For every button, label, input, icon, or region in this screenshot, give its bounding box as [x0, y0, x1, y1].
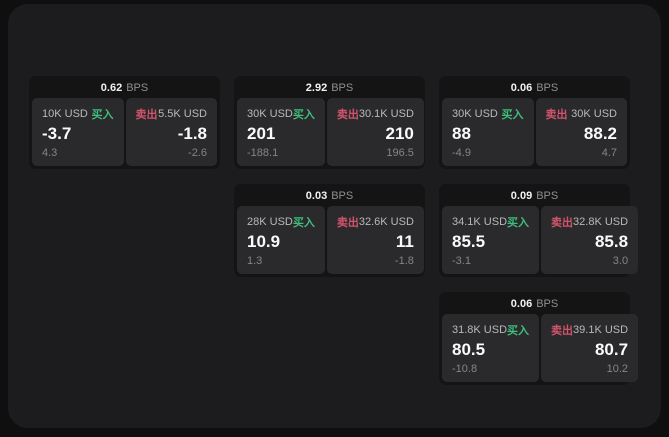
sell-side-label: 卖出	[551, 325, 574, 337]
buy-amount-label: 28K USD	[247, 216, 293, 228]
sell-amount-label: 30.1K USD	[358, 108, 414, 120]
bps-header: 0.09 BPS	[439, 184, 630, 206]
buy-quote-button[interactable]: 30K USD 买入 201 -188.1	[237, 98, 325, 166]
sell-change-value: 4.7	[601, 147, 617, 159]
quote-panels: 34.1K USD 买入 85.5 -3.1 卖出 32.8K USD 85.8…	[439, 206, 639, 277]
buy-side-label: 买入	[292, 109, 315, 121]
buy-change-value: 1.3	[247, 255, 263, 267]
sell-quote-button[interactable]: 卖出 5.5K USD -1.8 -2.6	[125, 98, 217, 166]
buy-side-label: 买入	[292, 217, 315, 229]
buy-price-value: -3.7	[42, 124, 72, 144]
buy-change-value: -4.9	[452, 147, 471, 159]
sell-amount-label: 30K USD	[571, 108, 617, 120]
sell-side-label: 卖出	[135, 109, 158, 121]
sell-side-label: 卖出	[336, 217, 359, 229]
buy-change-value: -10.8	[452, 363, 478, 375]
bps-header: 0.06 BPS	[439, 76, 630, 98]
buy-price-value: 201	[247, 124, 276, 144]
sell-price-value: 85.8	[594, 232, 629, 252]
quote-panels: 10K USD 买入 -3.7 4.3 卖出 5.5K USD -1.8 -2.…	[29, 98, 220, 169]
sell-change-value: 3.0	[612, 255, 629, 267]
sell-amount-label: 32.8K USD	[573, 216, 629, 228]
sell-change-value: -2.6	[188, 147, 207, 159]
buy-side-label: 买入	[501, 109, 524, 121]
sell-change-value: -1.8	[394, 255, 414, 267]
quote-panels: 28K USD 买入 10.9 1.3 卖出 32.6K USD 11 -1.8	[234, 206, 425, 277]
buy-quote-button[interactable]: 30K USD 买入 88 -4.9	[442, 98, 534, 166]
bps-unit-label: BPS	[331, 82, 354, 94]
sell-price-value: 80.7	[594, 340, 629, 360]
quote-panels: 30K USD 买入 88 -4.9 卖出 30K USD 88.2 4.7	[439, 98, 630, 169]
sell-price-value: 11	[395, 232, 414, 252]
bps-value: 0.62	[100, 82, 123, 94]
buy-price-value: 80.5	[452, 340, 486, 360]
bps-header: 2.92 BPS	[234, 76, 425, 98]
buy-amount-label: 31.8K USD	[452, 324, 508, 336]
buy-amount-label: 34.1K USD	[452, 216, 508, 228]
buy-change-value: -188.1	[247, 147, 279, 159]
sell-quote-button[interactable]: 卖出 30K USD 88.2 4.7	[535, 98, 627, 166]
sell-change-value: 10.2	[606, 363, 629, 375]
sell-price-value: 88.2	[583, 124, 617, 144]
sell-side-label: 卖出	[551, 217, 574, 229]
sell-price-value: 210	[385, 124, 414, 144]
bps-unit-label: BPS	[331, 190, 354, 202]
sell-quote-button[interactable]: 卖出 32.6K USD 11 -1.8	[326, 206, 424, 274]
buy-change-value: -3.1	[452, 255, 471, 267]
buy-side-label: 买入	[507, 325, 530, 337]
quote-panels: 30K USD 买入 201 -188.1 卖出 30.1K USD 210 1…	[234, 98, 425, 169]
quote-card: 2.92 BPS 30K USD 买入 201 -188.1 卖出 30.1K …	[234, 76, 425, 169]
bps-unit-label: BPS	[126, 82, 149, 94]
quote-cards-grid: 0.62 BPS 10K USD 买入 -3.7 4.3 卖出 5.5K USD…	[29, 76, 639, 385]
quote-card: 0.09 BPS 34.1K USD 买入 85.5 -3.1 卖出 32.8K…	[439, 184, 639, 277]
buy-quote-button[interactable]: 28K USD 买入 10.9 1.3	[237, 206, 325, 274]
quote-panels: 31.8K USD 买入 80.5 -10.8 卖出 39.1K USD 80.…	[439, 314, 639, 385]
buy-amount-label: 10K USD	[42, 108, 88, 120]
buy-quote-button[interactable]: 34.1K USD 买入 85.5 -3.1	[442, 206, 540, 274]
quote-card: 0.62 BPS 10K USD 买入 -3.7 4.3 卖出 5.5K USD…	[29, 76, 220, 169]
buy-amount-label: 30K USD	[452, 108, 498, 120]
sell-side-label: 卖出	[336, 109, 359, 121]
bps-unit-label: BPS	[536, 82, 559, 94]
bps-value: 0.09	[510, 190, 533, 202]
sell-amount-label: 32.6K USD	[358, 216, 414, 228]
sell-amount-label: 5.5K USD	[158, 108, 207, 120]
sell-change-value: 196.5	[386, 147, 414, 159]
quote-card: 0.06 BPS 31.8K USD 买入 80.5 -10.8 卖出 39.1…	[439, 292, 639, 385]
sell-side-label: 卖出	[545, 109, 568, 121]
buy-side-label: 买入	[507, 217, 530, 229]
bps-header: 0.06 BPS	[439, 292, 630, 314]
bps-unit-label: BPS	[536, 298, 559, 310]
bps-value: 2.92	[305, 82, 328, 94]
buy-quote-button[interactable]: 31.8K USD 买入 80.5 -10.8	[442, 314, 540, 382]
quote-card: 0.06 BPS 30K USD 买入 88 -4.9 卖出 30K USD 8…	[439, 76, 630, 169]
buy-price-value: 88	[452, 124, 471, 144]
buy-quote-button[interactable]: 10K USD 买入 -3.7 4.3	[32, 98, 124, 166]
bps-value: 0.06	[510, 298, 533, 310]
buy-amount-label: 30K USD	[247, 108, 293, 120]
sell-quote-button[interactable]: 卖出 32.8K USD 85.8 3.0	[541, 206, 639, 274]
sell-quote-button[interactable]: 卖出 39.1K USD 80.7 10.2	[541, 314, 639, 382]
bps-value: 0.03	[305, 190, 328, 202]
quote-card: 0.03 BPS 28K USD 买入 10.9 1.3 卖出 32.6K US…	[234, 184, 425, 277]
bps-header: 0.03 BPS	[234, 184, 425, 206]
sell-amount-label: 39.1K USD	[573, 324, 629, 336]
sell-price-value: -1.8	[177, 124, 207, 144]
bps-header: 0.62 BPS	[29, 76, 220, 98]
sell-quote-button[interactable]: 卖出 30.1K USD 210 196.5	[326, 98, 424, 166]
buy-change-value: 4.3	[42, 147, 58, 159]
bps-unit-label: BPS	[536, 190, 559, 202]
buy-side-label: 买入	[91, 109, 114, 121]
bps-value: 0.06	[510, 82, 533, 94]
buy-price-value: 10.9	[247, 232, 281, 252]
buy-price-value: 85.5	[452, 232, 486, 252]
